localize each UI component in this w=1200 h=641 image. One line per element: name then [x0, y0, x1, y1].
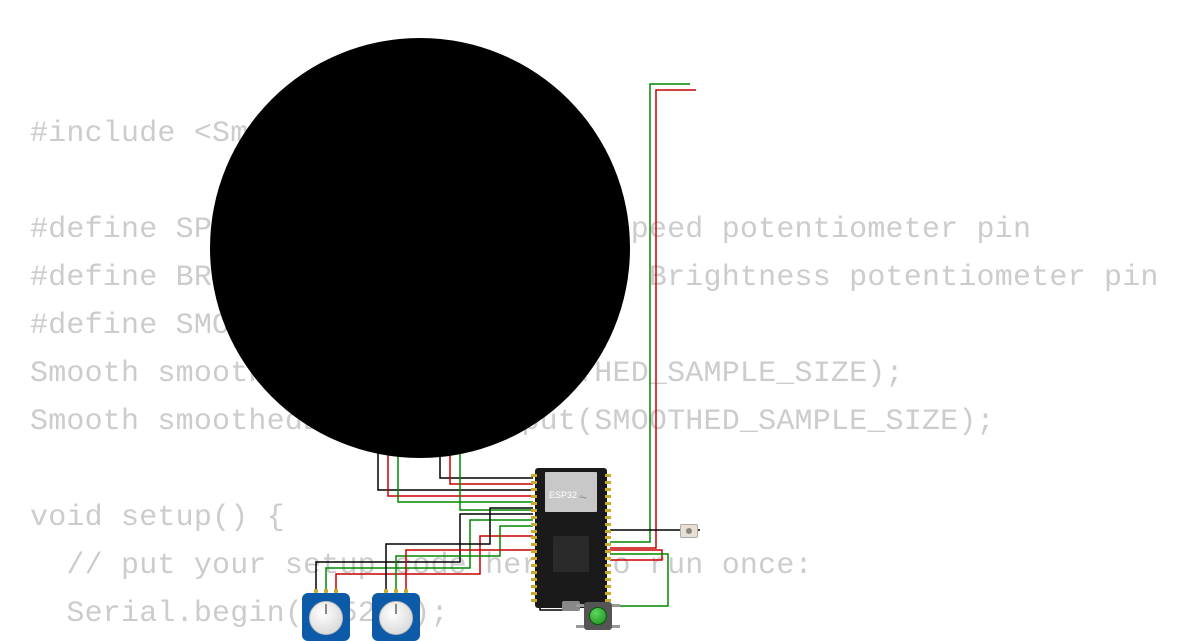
- button-leg: [576, 604, 584, 607]
- button-leg: [576, 625, 584, 628]
- button-cap: [589, 607, 607, 625]
- esp32-label: ESP32: [549, 490, 577, 500]
- button-leg: [612, 625, 620, 628]
- button-leg: [612, 604, 620, 607]
- potentiometer-pot2: [372, 593, 420, 641]
- esp32-chip: [553, 536, 589, 572]
- passive-component: [680, 524, 698, 538]
- esp32-pins-left: [531, 474, 537, 602]
- potentiometer-pot1: [302, 593, 350, 641]
- led-ring-component: [210, 38, 630, 458]
- wifi-icon: ⏦: [579, 492, 587, 503]
- esp32-pins-right: [605, 474, 611, 602]
- push-button: [580, 598, 616, 634]
- esp32-board: ESP32 ⏦: [535, 468, 607, 608]
